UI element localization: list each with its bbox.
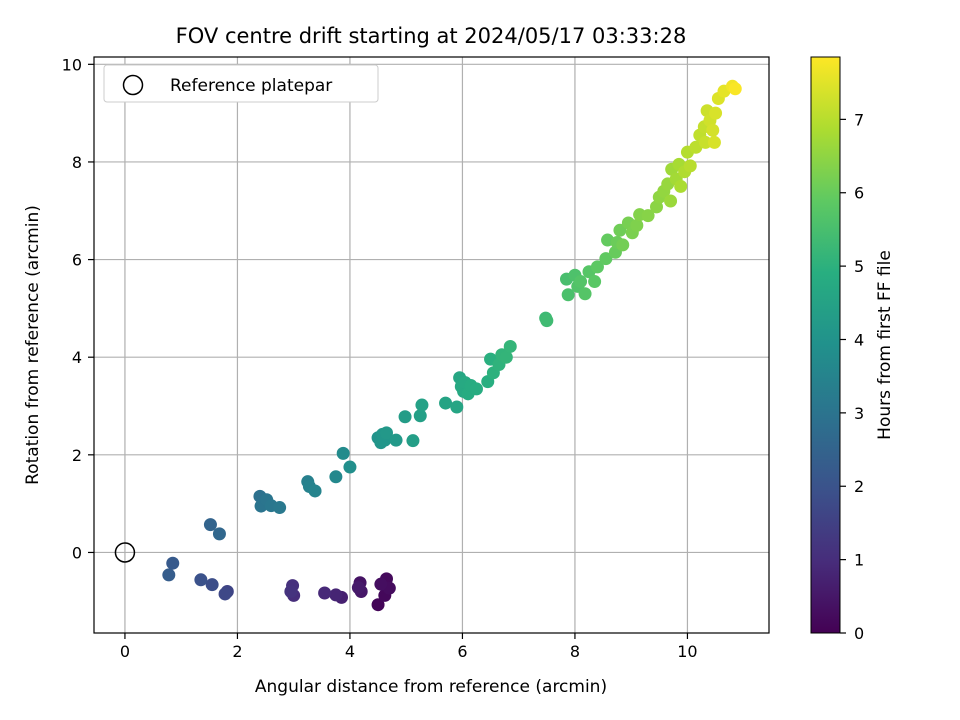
scatter-point — [728, 82, 742, 96]
scatter-point — [329, 470, 343, 484]
reference-point-marker — [114, 542, 136, 563]
colorbar-tick-label: 1 — [854, 551, 864, 570]
scatter-point — [674, 179, 688, 193]
data-points — [162, 79, 742, 612]
scatter-point — [162, 568, 176, 582]
x-tick-label: 6 — [457, 642, 467, 661]
scatter-point — [470, 382, 483, 396]
grid-lines — [94, 57, 769, 633]
y-tick-label: 6 — [72, 251, 82, 270]
legend: Reference platepar — [103, 64, 379, 103]
y-axis-label: Rotation from reference (arcmin) — [23, 205, 43, 485]
scatter-point — [540, 314, 554, 328]
scatter-point — [664, 194, 678, 208]
scatter-point — [599, 252, 613, 266]
scatter-point — [389, 433, 403, 447]
scatter-point — [218, 587, 232, 601]
colorbar-tick-label: 6 — [854, 184, 864, 203]
colorbar-tick-label: 5 — [854, 257, 864, 276]
scatter-point — [166, 556, 180, 570]
colorbar-label: Hours from first FF file — [875, 250, 895, 440]
scatter-point — [613, 223, 627, 237]
scatter-point — [406, 434, 420, 448]
x-tick-label: 2 — [232, 642, 242, 661]
scatter-point — [590, 260, 604, 274]
scatter-point — [194, 573, 208, 587]
scatter-point — [689, 140, 703, 154]
scatter-point — [616, 238, 630, 252]
scatter-point — [343, 460, 357, 474]
scatter-point — [650, 200, 663, 214]
scatter-point — [698, 135, 712, 149]
scatter-point — [574, 275, 588, 289]
scatter-point — [371, 598, 385, 612]
scatter-point — [203, 518, 217, 532]
legend-marker-icon — [122, 74, 144, 96]
scatter-point — [578, 287, 592, 301]
x-tick-label: 10 — [677, 642, 697, 661]
scatter-point — [503, 339, 517, 353]
scatter-point — [683, 159, 697, 173]
scatter-point — [398, 410, 412, 424]
x-axis-ticks: 0 2 4 6 8 10 — [120, 633, 698, 661]
chart-title: FOV centre drift starting at 2024/05/17 … — [176, 24, 687, 48]
scatter-point — [706, 123, 720, 137]
scatter-point — [588, 275, 602, 289]
y-tick-label: 2 — [72, 446, 82, 465]
colorbar-tick-label: 0 — [854, 624, 864, 643]
plot-frame — [93, 56, 770, 634]
scatter-point — [561, 288, 575, 302]
x-tick-label: 8 — [570, 642, 580, 661]
scatter-point — [415, 398, 429, 412]
y-tick-label: 10 — [62, 55, 82, 74]
scatter-point — [439, 396, 453, 410]
colorbar — [810, 56, 841, 634]
scatter-point — [318, 586, 332, 600]
scatter-point — [707, 135, 721, 149]
scatter-point — [273, 501, 287, 515]
y-tick-label: 0 — [72, 543, 82, 562]
x-tick-label: 4 — [345, 642, 355, 661]
x-axis-label: Angular distance from reference (arcmin) — [255, 677, 607, 697]
scatter-point — [499, 350, 513, 364]
scatter-point — [641, 209, 655, 223]
colorbar-tick-label: 4 — [854, 330, 864, 349]
scatter-point — [351, 581, 365, 595]
legend-box — [103, 64, 379, 103]
reference-marker — [114, 542, 136, 563]
scatter-point — [308, 484, 322, 498]
colorbar-tick-label: 2 — [854, 477, 864, 496]
scatter-point — [380, 426, 393, 440]
colorbar-ticks: 0 1 2 3 4 5 6 7 — [840, 110, 864, 643]
legend-label: Reference platepar — [170, 76, 332, 96]
scatter-point — [336, 446, 350, 460]
scatter-point — [450, 400, 464, 414]
colorbar-tick-label: 7 — [854, 110, 864, 129]
scatter-point — [374, 577, 388, 591]
scatter-point — [284, 585, 298, 599]
y-axis-ticks: 0 2 4 6 8 10 — [62, 55, 94, 562]
colorbar-tick-label: 3 — [854, 404, 864, 423]
scatter-point — [413, 409, 427, 423]
scatter-point — [709, 106, 723, 120]
x-tick-label: 0 — [120, 642, 130, 661]
y-tick-label: 4 — [72, 348, 82, 367]
scatter-point — [329, 588, 343, 602]
scatter-point — [205, 578, 219, 592]
scatter-point — [212, 527, 226, 541]
y-tick-label: 8 — [72, 153, 82, 172]
scatter-point — [630, 218, 644, 232]
